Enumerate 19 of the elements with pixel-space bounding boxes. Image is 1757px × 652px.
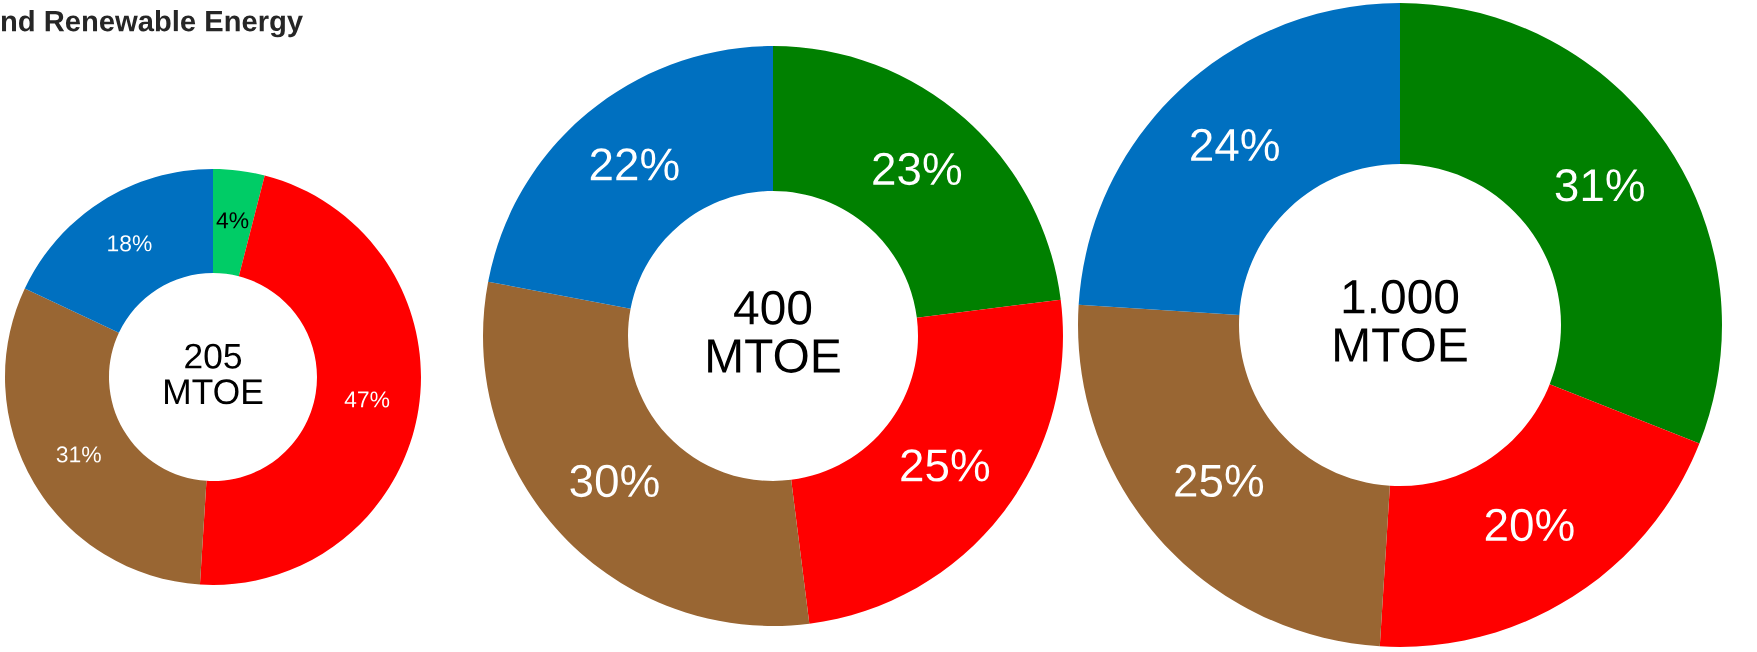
text: 205 MTOE	[165, 343, 263, 405]
data-label: 20%	[1485, 508, 1574, 542]
text: 1.000 MTOE	[1335, 279, 1467, 362]
data-label: 25%	[901, 449, 990, 482]
data-label: 31%	[56, 446, 101, 463]
data-label: 22%	[590, 148, 679, 181]
data-label: 25%	[1175, 464, 1264, 498]
data-label: 47%	[344, 391, 390, 408]
chart-title: nd Renewable Energy	[1, 10, 303, 38]
donut-slice	[1379, 384, 1700, 647]
donut-slice	[213, 169, 265, 277]
data-label: 30%	[570, 464, 659, 498]
text: 400 MTOE	[708, 290, 840, 373]
data-label: 24%	[1191, 128, 1279, 162]
data-label: 23%	[873, 152, 962, 186]
donut-slice	[24, 169, 213, 333]
data-label: 31%	[1555, 169, 1644, 202]
data-label: 18%	[108, 235, 152, 252]
data-label: 4%	[216, 212, 249, 229]
